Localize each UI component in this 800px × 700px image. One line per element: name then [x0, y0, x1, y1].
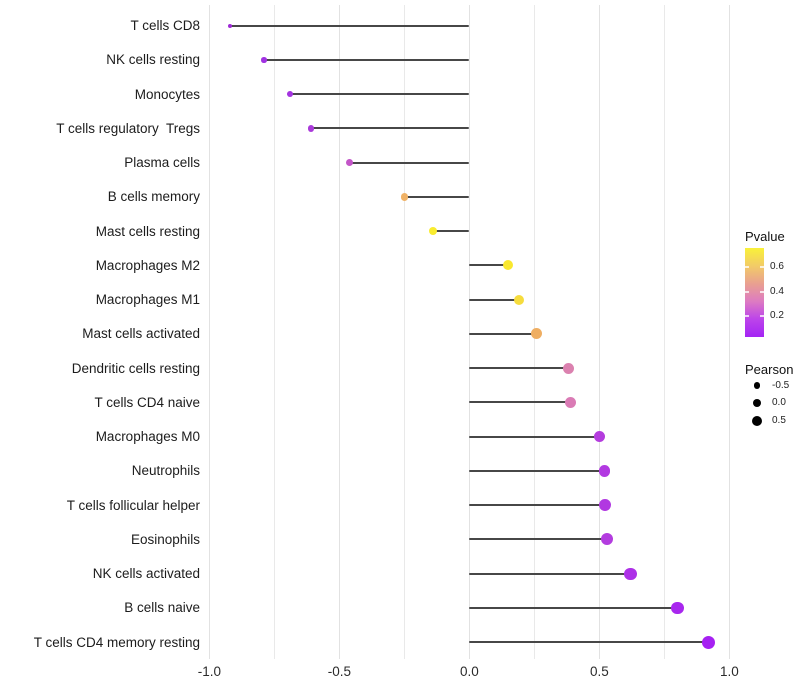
pearson-legend-label: 0.5 [772, 415, 786, 426]
lollipop-stem [469, 264, 509, 267]
lollipop-stem [469, 435, 600, 438]
data-point [503, 260, 514, 271]
lollipop-stem [469, 401, 571, 404]
x-tick-label: -1.0 [197, 664, 222, 679]
major-gridline [598, 5, 600, 659]
data-point [428, 226, 438, 236]
lollipop-stem [469, 298, 519, 301]
category-label: T cells CD4 naive [94, 394, 200, 410]
pvalue-tick-notch [745, 265, 749, 268]
x-tick-label: 0.0 [460, 664, 479, 679]
lollipop-stem [264, 58, 470, 61]
pvalue-tick-notch [745, 290, 749, 293]
data-point [598, 499, 611, 512]
pearson-legend-dot [751, 415, 763, 427]
major-gridline [468, 5, 470, 659]
category-label: NK cells activated [92, 566, 200, 582]
data-point [400, 193, 409, 201]
lollipop-stem [469, 504, 605, 507]
category-label: Monocytes [134, 86, 200, 102]
minor-gridline [273, 5, 275, 659]
pvalue-tick-label: 0.4 [770, 285, 784, 297]
major-gridline [338, 5, 340, 659]
category-label: T cells CD8 [130, 18, 200, 34]
lollipop-stem [469, 538, 608, 541]
category-label: NK cells resting [106, 52, 200, 68]
lollipop-stem [469, 641, 709, 644]
data-point [307, 125, 314, 132]
x-tick-label: -0.5 [327, 664, 352, 679]
pvalue-tick-notch [760, 265, 764, 268]
data-point [565, 396, 577, 409]
pvalue-tick-label: 0.6 [770, 260, 784, 272]
data-point [346, 159, 354, 167]
pearson-legend-label: 0.0 [772, 397, 786, 408]
pearson-legend-dot [753, 382, 761, 390]
data-point [601, 533, 614, 546]
pearson-legend-label: -0.5 [772, 379, 790, 391]
pvalue-tick-notch [760, 290, 764, 293]
category-label: T cells follicular helper [66, 497, 200, 513]
major-gridline [728, 5, 730, 659]
lollipop-stem [404, 195, 470, 198]
pearson-legend-dot [752, 398, 762, 408]
major-gridline [208, 5, 210, 659]
data-point [228, 23, 233, 28]
pvalue-legend-title: Pvalue [745, 229, 785, 244]
category-label: T cells regulatory Tregs [56, 120, 200, 136]
lollipop-stem [290, 93, 470, 96]
minor-gridline [663, 5, 665, 659]
category-label: Mast cells resting [95, 223, 200, 239]
x-tick-label: 1.0 [719, 664, 739, 679]
category-label: Plasma cells [124, 155, 200, 171]
lollipop-stem [433, 230, 470, 233]
category-label: Dendritic cells resting [71, 360, 200, 376]
category-label: B cells naive [124, 600, 200, 616]
lollipop-stem [230, 24, 470, 27]
data-point [261, 57, 267, 63]
category-label: B cells memory [107, 189, 200, 205]
data-point [593, 430, 606, 443]
data-point [701, 635, 716, 649]
data-point [531, 328, 543, 340]
x-tick-label: 0.5 [589, 664, 609, 679]
data-point [513, 294, 524, 305]
lollipop-stem [469, 367, 569, 370]
lollipop-stem [349, 161, 470, 164]
data-point [287, 91, 293, 98]
category-label: Macrophages M2 [95, 257, 200, 273]
lollipop-stem [469, 469, 605, 472]
pearson-legend-title: Pearson [745, 362, 794, 377]
category-label: T cells CD4 memory resting [33, 634, 200, 650]
data-point [598, 465, 611, 477]
lollipop-stem [310, 127, 470, 130]
lollipop-stem [469, 606, 678, 609]
category-label: Macrophages M1 [95, 292, 200, 308]
pvalue-tick-notch [760, 315, 764, 318]
category-label: Macrophages M0 [95, 429, 200, 445]
minor-gridline [403, 5, 405, 659]
category-label: Neutrophils [131, 463, 200, 479]
lollipop-stem [469, 332, 537, 335]
data-point [670, 601, 684, 615]
data-point [624, 567, 637, 580]
category-label: Mast cells activated [82, 326, 200, 342]
pvalue-tick-label: 0.2 [770, 310, 784, 322]
category-label: Eosinophils [130, 531, 200, 547]
data-point [562, 362, 574, 374]
lollipop-stem [469, 572, 631, 575]
pvalue-tick-notch [745, 315, 749, 318]
pvalue-gradient-bar [745, 248, 764, 337]
